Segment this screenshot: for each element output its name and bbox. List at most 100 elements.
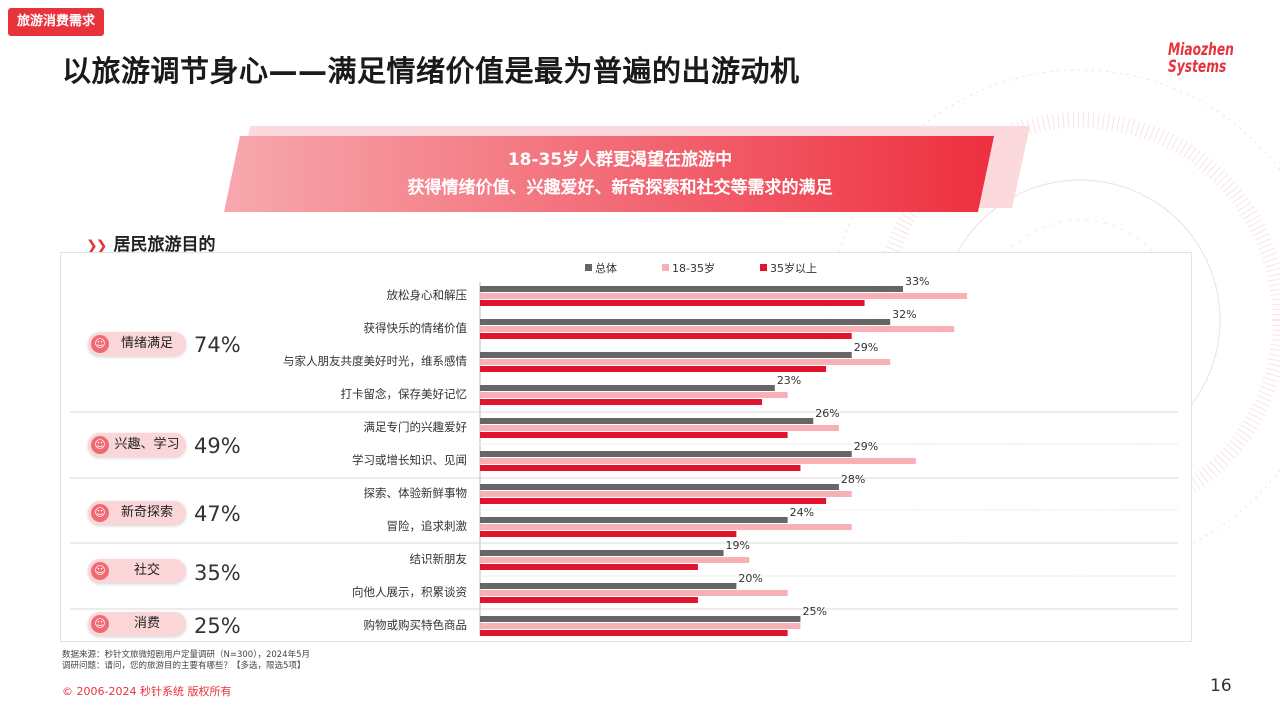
bar-age-35-plus (480, 498, 827, 504)
bar-age-35-plus (480, 564, 698, 570)
group-label: 社交 (133, 563, 160, 578)
category-label: 学习或增长知识、见闻 (352, 453, 467, 467)
double-chevron-icon: ❯❯ (86, 238, 108, 254)
bar-age-35-plus (480, 531, 737, 537)
section-tag: 旅游消费需求 (8, 8, 105, 36)
chart-card (60, 252, 1192, 642)
category-label: 获得快乐的情绪价值 (364, 321, 468, 335)
bar-total (480, 484, 839, 490)
bar-total (480, 385, 775, 391)
group-badge-novelty: ☺ 新奇探索 (88, 501, 186, 525)
bar-age-35-plus (480, 300, 865, 306)
group-label: 兴趣、学习 (114, 437, 180, 452)
data-label: 32% (892, 308, 916, 321)
bar-age-18-35 (480, 623, 801, 629)
smiley-icon: ☺ (91, 615, 109, 633)
miaozhen-logo: Miaozhen Systems (1168, 40, 1234, 77)
logo-line-2: Systems (1168, 57, 1227, 77)
legend-label: 35岁以上 (770, 261, 817, 275)
data-label: 19% (726, 539, 750, 552)
category-label: 探索、体验新鲜事物 (364, 486, 468, 500)
bar-age-35-plus (480, 465, 801, 471)
group-badge-consumption: ☺ 消费 (88, 612, 186, 636)
data-label: 20% (738, 572, 762, 585)
smiley-icon: ☺ (91, 335, 109, 353)
section-heading-text: 居民旅游目的 (113, 235, 216, 255)
bar-total (480, 517, 788, 523)
bar-age-18-35 (480, 425, 839, 431)
bar-age-35-plus (480, 399, 762, 405)
bar-age-18-35 (480, 524, 852, 530)
group-percent: 25% (194, 614, 241, 638)
data-label: 23% (777, 374, 801, 387)
legend-swatch (760, 264, 767, 271)
banner-line-2: 获得情绪价值、兴趣爱好、新奇探索和社交等需求的满足 (407, 178, 833, 198)
smiley-icon: ☺ (91, 562, 109, 580)
data-label: 24% (790, 506, 814, 519)
bar-total (480, 616, 801, 622)
footnote-question: 调研问题：请问，您的旅游目的主要有哪些？【多选，限选5项】 (62, 661, 306, 671)
bar-age-18-35 (480, 557, 750, 563)
group-label: 新奇探索 (120, 505, 173, 520)
bar-age-18-35 (480, 326, 955, 332)
category-label: 满足专门的兴趣爱好 (364, 420, 468, 434)
bar-age-18-35 (480, 392, 788, 398)
bar-total (480, 418, 814, 424)
bar-age-18-35 (480, 458, 916, 464)
category-label: 结识新朋友 (410, 552, 468, 566)
footnote-source: 数据来源：秒针文旅微短剧用户定量调研（N=300），2024年5月 (62, 650, 310, 660)
category-label: 放松身心和解压 (387, 288, 468, 302)
group-badge-interest: ☺ 兴趣、学习 (88, 433, 186, 457)
legend-swatch (662, 264, 669, 271)
bar-age-35-plus (480, 333, 852, 339)
section-heading: ❯❯ 居民旅游目的 (86, 230, 215, 255)
data-label: 28% (841, 473, 865, 486)
group-percent: 35% (194, 561, 241, 585)
bar-age-35-plus (480, 366, 827, 372)
bar-total (480, 451, 852, 457)
bar-age-35-plus (480, 597, 698, 603)
bar-age-35-plus (480, 432, 788, 438)
group-percent: 47% (194, 502, 241, 526)
group-badge-emotion: ☺ 情绪满足 (88, 332, 186, 356)
data-label: 26% (815, 407, 839, 420)
smiley-icon: ☺ (91, 504, 109, 522)
legend-swatch (585, 264, 592, 271)
legend-label: 18-35岁 (672, 261, 715, 275)
copyright: © 2006-2024 秒针系统 版权所有 (62, 685, 232, 698)
bar-age-18-35 (480, 590, 788, 596)
category-label: 与家人朋友共度美好时光，维系感情 (283, 354, 467, 368)
page-title: 以旅游调节身心——满足情绪价值是最为普遍的出游动机 (62, 54, 800, 88)
group-badge-social: ☺ 社交 (88, 559, 186, 583)
bar-total (480, 352, 852, 358)
bar-total (480, 319, 891, 325)
data-label: 33% (905, 275, 929, 288)
data-label: 29% (854, 440, 878, 453)
bar-age-18-35 (480, 491, 852, 497)
banner-line-1: 18-35岁人群更渴望在旅游中 (507, 150, 733, 170)
logo-line-1: Miaozhen (1168, 40, 1234, 60)
group-label: 消费 (133, 616, 160, 631)
bar-age-35-plus (480, 630, 788, 636)
data-label: 29% (854, 341, 878, 354)
page-number: 16 (1210, 676, 1232, 696)
bar-age-18-35 (480, 293, 968, 299)
category-label: 冒险，追求刺激 (387, 519, 468, 533)
group-percent: 74% (194, 333, 241, 357)
footnote: 数据来源：秒针文旅微短剧用户定量调研（N=300），2024年5月 调研问题：请… (62, 650, 310, 672)
bar-total (480, 583, 737, 589)
data-label: 25% (802, 605, 826, 618)
bar-total (480, 286, 903, 292)
banner-text: 18-35岁人群更渴望在旅游中 获得情绪价值、兴趣爱好、新奇探索和社交等需求的满… (230, 146, 1010, 202)
smiley-icon: ☺ (91, 436, 109, 454)
banner-shape (224, 126, 1030, 212)
group-label: 情绪满足 (120, 336, 173, 351)
legend-label: 总体 (595, 261, 617, 275)
bar-age-18-35 (480, 359, 891, 365)
bar-total (480, 550, 724, 556)
category-label: 向他人展示，积累谈资 (352, 585, 467, 599)
category-label: 购物或购买特色商品 (364, 618, 468, 632)
category-label: 打卡留念，保存美好记忆 (341, 387, 468, 401)
group-percent: 49% (194, 434, 241, 458)
